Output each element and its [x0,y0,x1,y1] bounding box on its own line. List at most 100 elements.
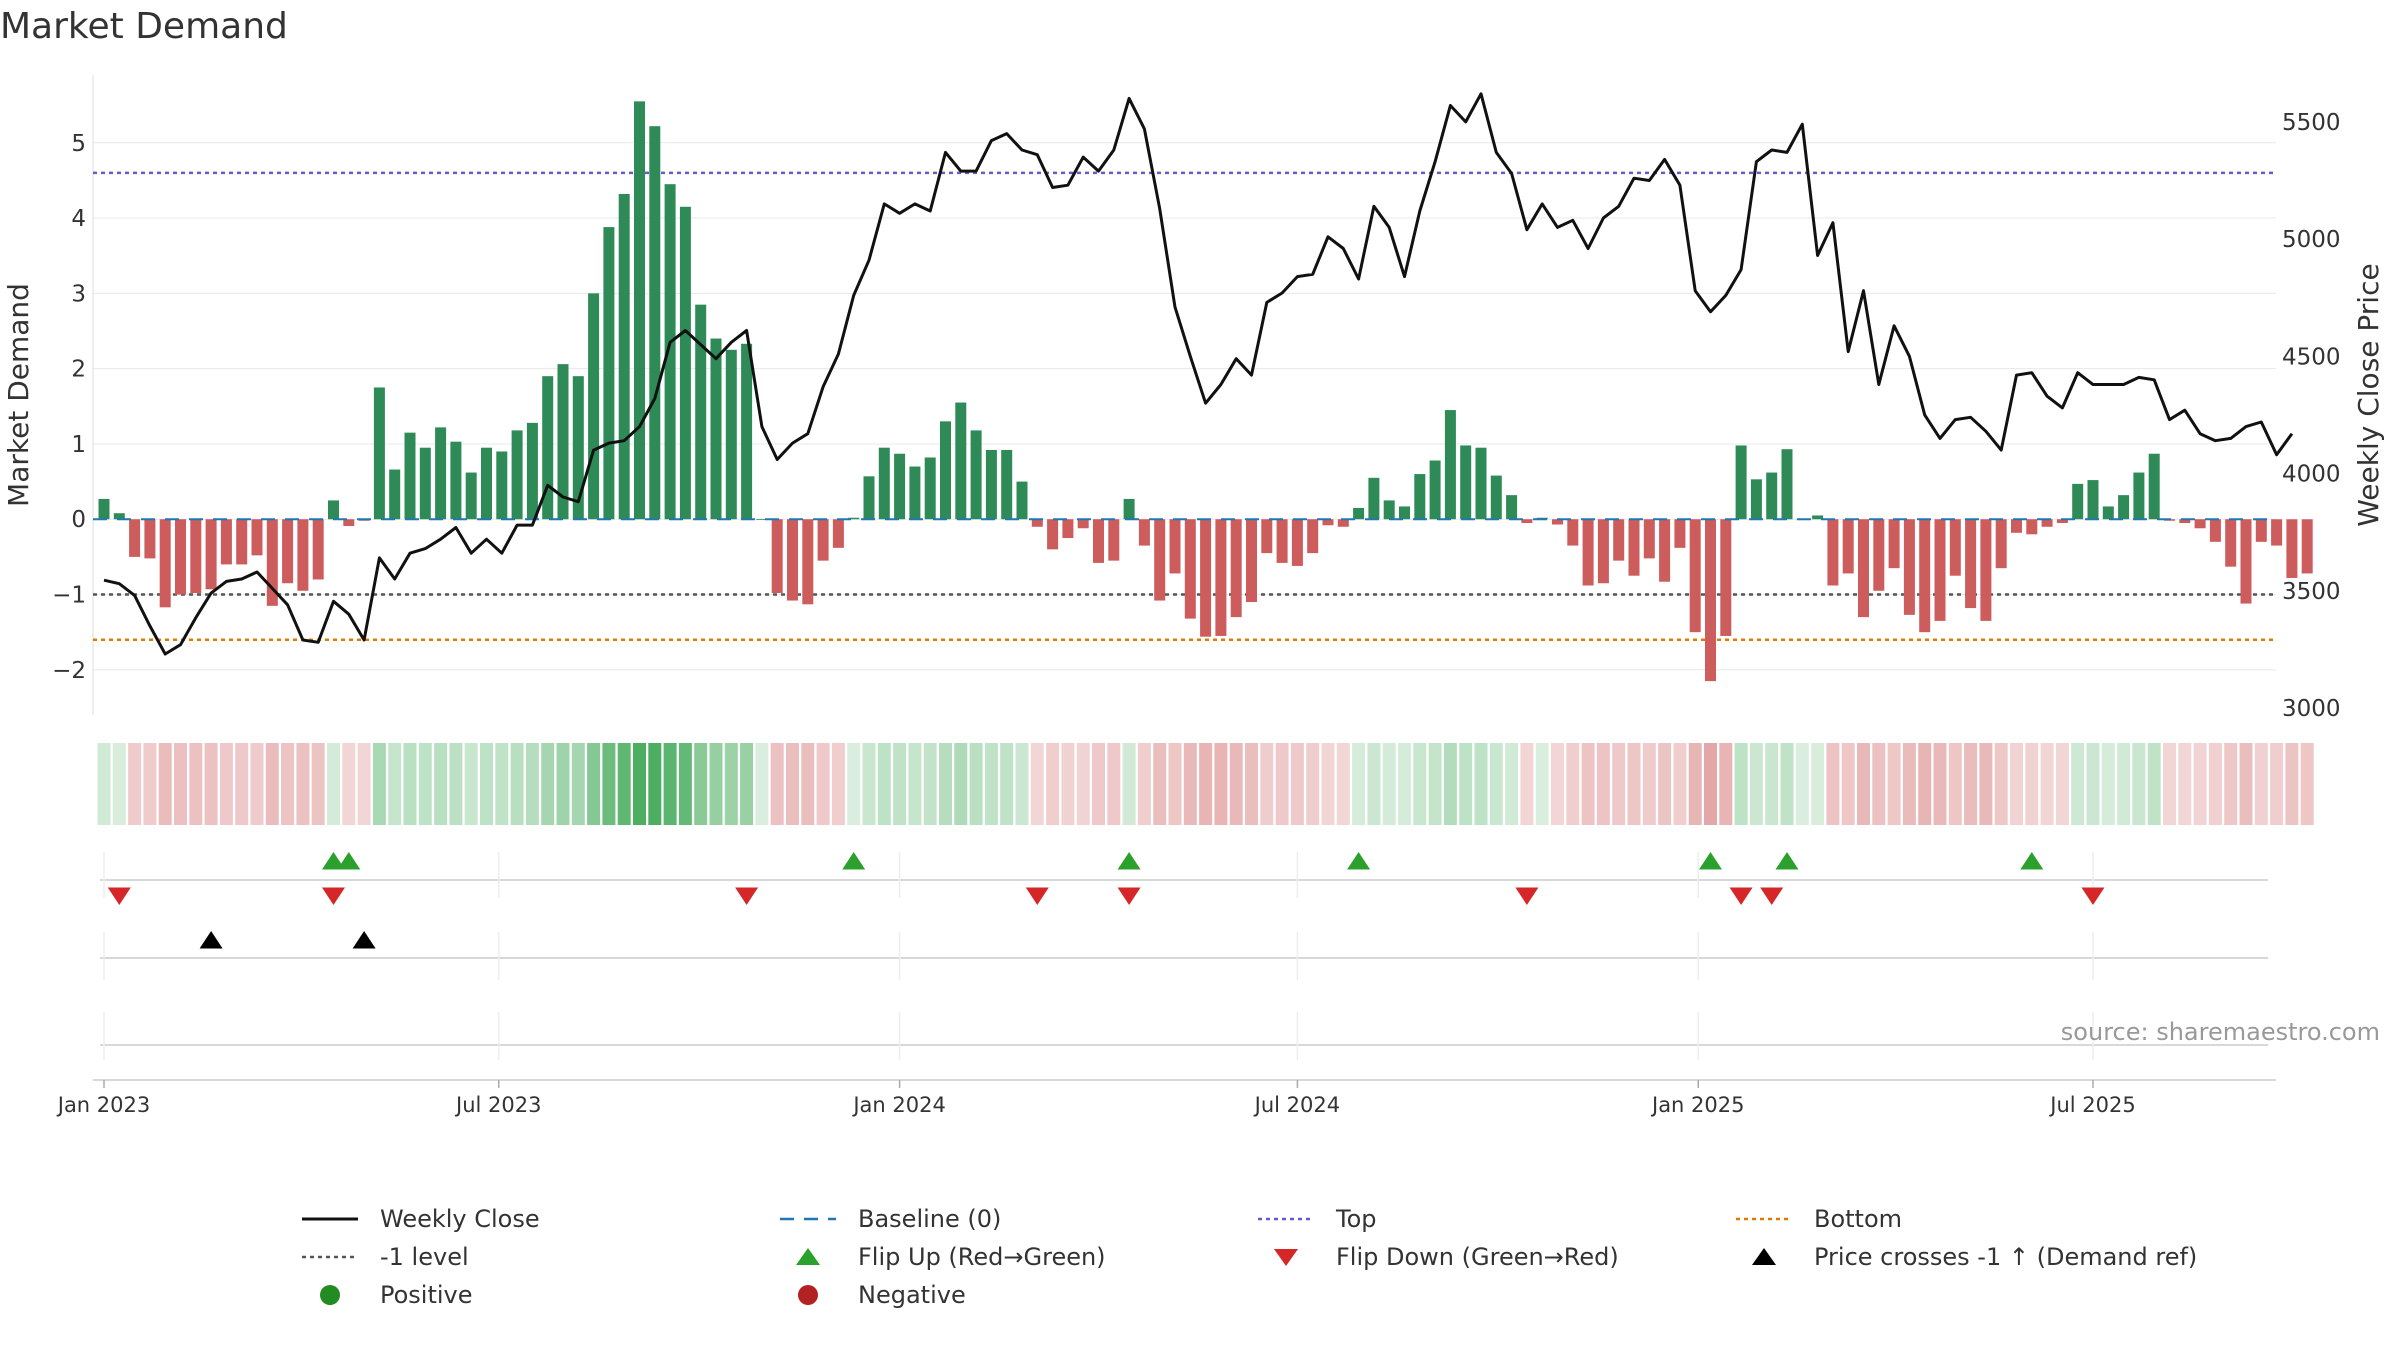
legend-swatch-baseline [780,1217,836,1221]
heat-cell [1030,743,1044,825]
demand-bar [1934,519,1946,621]
demand-bar [2148,453,2160,520]
heat-cell [1918,743,1932,825]
demand-bar [297,519,309,591]
heat-cell [1658,743,1672,825]
heat-cell [2208,743,2222,825]
legend-label: Flip Up (Red→Green) [858,1243,1106,1271]
demand-bar [1720,519,1732,636]
heat-cell [1382,743,1396,825]
demand-bar [2102,506,2114,520]
legend-label: Price crosses -1 ↑ (Demand ref) [1814,1243,2198,1271]
demand-bar [1429,460,1441,520]
demand-bar [175,519,186,595]
legend-item-close: Weekly Close [300,1200,778,1238]
heat-cell [1979,743,1993,825]
heat-cell [434,743,448,825]
heat-cell [587,743,601,825]
flip-down-marker [107,887,131,905]
x-tick-label: Jan 2023 [56,1093,151,1117]
heat-cell [265,743,279,825]
heat-cell [2239,743,2253,825]
demand-bar [863,476,875,520]
legend-item-flip-up: Flip Up (Red→Green) [778,1238,1256,1276]
demand-bar [2179,519,2191,523]
demand-bar [848,517,860,520]
demand-bar [1858,519,1869,618]
heat-cell [1367,743,1381,825]
demand-bar [1490,475,1502,520]
demand-bar [1597,519,1609,584]
demand-bar [832,519,844,548]
heat-cell [2132,743,2146,825]
y-tick-label-right: 3500 [2282,579,2341,605]
heat-cell [464,743,478,825]
heat-cell [97,743,111,825]
chart-legend: Weekly Close Baseline (0) Top Bottom -1 leve… [300,1200,2280,1320]
legend-item-bottom: Bottom [1734,1200,2254,1238]
heat-cell [2147,743,2161,825]
legend-label: Positive [380,1281,473,1309]
demand-bar [1735,445,1747,520]
demand-bar [159,519,171,608]
heat-cell [235,743,249,825]
heat-cell [2010,743,2023,825]
demand-bar [1383,500,1395,520]
demand-bar [1016,481,1028,520]
heat-cell [1535,743,1549,825]
flip-down-marker [1025,887,1049,905]
flip-down-markers [107,887,2105,905]
demand-bar [2026,519,2038,535]
heat-cell [602,743,616,825]
heat-cell [847,743,861,825]
demand-bar [129,519,141,557]
heat-cell [862,743,876,825]
heat-cell [2300,743,2314,825]
heat-cell [969,743,983,825]
flip-down-marker [2081,887,2105,905]
cross-markers [199,931,376,949]
demand-bar [1980,519,1992,621]
demand-bar [2087,480,2099,520]
demand-bar [1215,519,1227,636]
heat-cell [984,743,998,825]
heat-cell [510,743,524,825]
heat-cell [1321,743,1335,825]
heat-cell [831,743,845,825]
heat-cell [1811,743,1825,825]
demand-bar [2072,483,2084,520]
legend-swatch-minus-one [302,1255,358,1259]
heat-cell [2025,743,2039,825]
legend-label: Weekly Close [380,1205,540,1233]
demand-bar [1965,519,1977,609]
demand-bar [435,427,447,520]
heat-cell [174,743,187,825]
demand-bar [710,338,722,520]
flip-up-marker [1347,852,1371,870]
heat-cell [327,743,340,825]
demand-bar [1047,519,1059,550]
flip-up-markers [322,852,2044,870]
heat-cell [1015,743,1029,825]
heat-cell [2224,743,2238,825]
demand-bar [404,432,416,520]
heat-cell [357,743,371,825]
heat-cell [296,743,310,825]
demand-bar [1628,519,1640,576]
demand-bar [1873,519,1885,591]
legend-item-negative: Negative [778,1276,1256,1314]
demand-bar [1506,495,1518,520]
demand-bar [817,519,829,561]
demand-bar [113,513,125,520]
demand-bar [588,293,600,520]
demand-bar [924,457,936,520]
heat-cell [1214,743,1228,825]
y-tick-label-right: 4000 [2282,462,2341,488]
y-tick-label-right: 3000 [2282,696,2341,722]
heat-cell [1780,743,1794,825]
heat-cell [1933,743,1947,825]
demand-bar [190,519,202,594]
demand-bar [771,519,783,594]
heat-cell [709,743,723,825]
